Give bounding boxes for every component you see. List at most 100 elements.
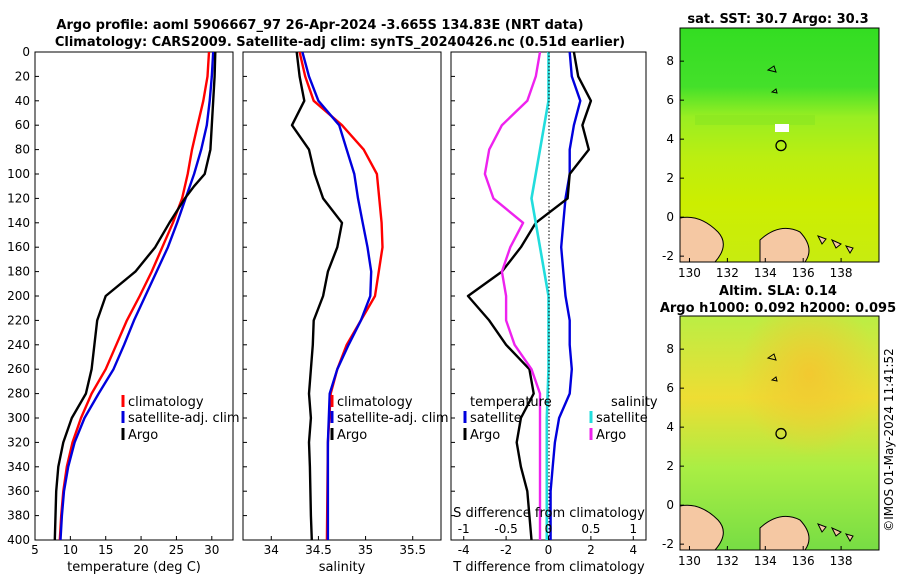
x-tick-label: -2 xyxy=(500,543,512,557)
map-lat-label: -2 xyxy=(662,537,674,551)
legend-salinity-title: salinity xyxy=(611,395,658,410)
figure-title-line1: Argo profile: aoml 5906667_97 26-Apr-202… xyxy=(56,18,583,33)
map-lat-label: 2 xyxy=(666,171,674,185)
map-lat-label: 6 xyxy=(666,381,674,395)
depth-tick-label: 380 xyxy=(7,509,30,523)
depth-tick-label: 280 xyxy=(7,387,30,401)
sst-band xyxy=(695,115,815,125)
series-line-salinity-satellite xyxy=(530,52,550,540)
depth-tick-label: 300 xyxy=(7,411,30,425)
sst-small-islands xyxy=(766,65,778,94)
map-lon-label: 134 xyxy=(754,554,777,568)
altimetry-map-subtitle: Argo h1000: 0.092 h2000: 0.095 xyxy=(660,301,896,316)
salinity-legend: climatology satellite-adj. clim Argo xyxy=(330,395,449,443)
x-tick-label: 0 xyxy=(545,543,553,557)
legend-argo-label: Argo xyxy=(128,428,158,443)
sst-cloud-gap xyxy=(775,124,789,132)
map-lon-label: 138 xyxy=(830,266,853,280)
sst-map-frame xyxy=(679,27,880,263)
depth-tick-label: 320 xyxy=(7,435,30,449)
altimetry-small-islands xyxy=(766,353,778,382)
altimetry-land xyxy=(759,515,810,551)
sst-islands xyxy=(816,235,854,254)
x-top-tick-label: 0.5 xyxy=(581,522,600,536)
map-lat-label: 0 xyxy=(666,498,674,512)
difference-x-label: T difference from climatology xyxy=(452,560,645,575)
x-tick-label: 15 xyxy=(98,543,113,557)
x-tick-label: 35 xyxy=(358,543,373,557)
map-lat-label: 8 xyxy=(666,54,674,68)
legend-satellite-label: satellite-adj. clim xyxy=(128,411,240,426)
map-lon-label: 132 xyxy=(716,266,739,280)
depth-tick-label: 340 xyxy=(7,460,30,474)
argo-float-marker xyxy=(775,427,787,440)
depth-tick-label: 260 xyxy=(7,362,30,376)
legend-sal-satellite-label: satellite xyxy=(596,411,648,426)
credit-stamp: ©IMOS 01-May-2024 11:41:52 xyxy=(882,348,896,532)
legend-argo-label: Argo xyxy=(337,428,367,443)
sst-map-title: sat. SST: 30.7 Argo: 30.3 xyxy=(687,12,868,27)
series-line-argo xyxy=(290,52,344,540)
series-line-salinity-argo xyxy=(483,52,542,540)
altimetry-map xyxy=(679,315,880,551)
x-top-tick-label: 1 xyxy=(629,522,637,536)
x-tick-label: 34 xyxy=(264,543,279,557)
legend-sal-argo-label: Argo xyxy=(596,428,626,443)
series-line-temperature-satellite xyxy=(549,52,582,540)
depth-tick-label: 180 xyxy=(7,265,30,279)
depth-tick-label: 80 xyxy=(15,143,30,157)
depth-tick-label: 100 xyxy=(7,167,30,181)
salinity-difference-inner-axis: -1-0.500.51 xyxy=(458,522,637,536)
series-line-satellite-adj-clim xyxy=(59,52,215,540)
depth-tick-label: 140 xyxy=(7,216,30,230)
depth-tick-label: 20 xyxy=(15,69,30,83)
map-lat-label: 6 xyxy=(666,93,674,107)
x-tick-label: -4 xyxy=(458,543,470,557)
map-lat-label: 4 xyxy=(666,420,674,434)
map-lat-label: 4 xyxy=(666,132,674,146)
depth-tick-label: 400 xyxy=(7,533,30,547)
depth-axis: 0 20 40 60 80 100 120 140 160 180 200 220 240 260 280 3… xyxy=(7,45,455,547)
difference-series xyxy=(466,52,593,540)
sst-map xyxy=(679,27,880,263)
map-lon-label: 132 xyxy=(716,554,739,568)
legend-temperature-title: temperature xyxy=(470,395,552,410)
sst-map-axes: 130 132 134 136 138 -2 0 2 4 6 8 xyxy=(662,54,853,280)
altimetry-land-west xyxy=(679,504,724,551)
x-top-tick-label: -1 xyxy=(458,522,470,536)
altimetry-high-spot xyxy=(680,316,879,550)
depth-tick-label: 240 xyxy=(7,338,30,352)
x-top-tick-label: -0.5 xyxy=(494,522,517,536)
depth-tick-label: 200 xyxy=(7,289,30,303)
depth-tick-label: 120 xyxy=(7,191,30,205)
map-lon-label: 130 xyxy=(678,554,701,568)
x-tick-label: 5 xyxy=(31,543,39,557)
salinity-x-axis: 34 34.5 35 35.5 xyxy=(264,536,426,557)
depth-tick-label: 0 xyxy=(22,45,30,59)
map-lat-label: 0 xyxy=(666,210,674,224)
altimetry-map-title: Altim. SLA: 0.14 xyxy=(719,284,837,299)
temperature-x-label: temperature (deg C) xyxy=(67,560,201,575)
sst-land-west xyxy=(679,216,724,263)
map-lat-label: -2 xyxy=(662,249,674,263)
legend-temp-argo-label: Argo xyxy=(470,428,500,443)
x-tick-label: 20 xyxy=(133,543,148,557)
x-tick-label: 2 xyxy=(587,543,595,557)
x-tick-label: 34.5 xyxy=(305,543,332,557)
temperature-series xyxy=(53,52,217,540)
sst-land xyxy=(759,227,810,263)
depth-tick-label: 40 xyxy=(15,94,30,108)
x-tick-label: 4 xyxy=(629,543,637,557)
altimetry-map-frame xyxy=(679,315,880,551)
map-lon-label: 136 xyxy=(792,554,815,568)
difference-x-axis: -4 -2 0 2 4 xyxy=(458,536,637,557)
altimetry-islands xyxy=(816,523,854,542)
sst-field xyxy=(680,28,879,262)
x-tick-label: 35.5 xyxy=(399,543,426,557)
x-tick-label: 30 xyxy=(204,543,219,557)
legend-temp-satellite-label: satellite xyxy=(470,411,522,426)
depth-tick-label: 160 xyxy=(7,240,30,254)
map-lat-label: 2 xyxy=(666,459,674,473)
series-line-argo xyxy=(53,52,217,540)
